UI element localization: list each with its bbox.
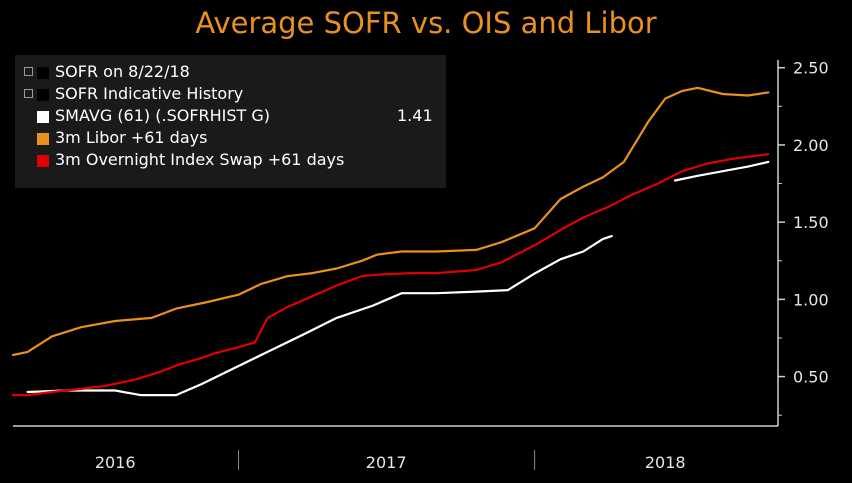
legend-item[interactable]: SOFR Indicative History <box>15 83 446 105</box>
legend-item[interactable]: 3m Overnight Index Swap +61 days <box>15 149 446 171</box>
legend-swatch <box>37 89 49 101</box>
legend-swatch <box>37 111 49 123</box>
legend-toggle-icon[interactable] <box>24 89 33 98</box>
legend-label: 3m Libor +61 days <box>55 128 208 147</box>
chart-series-group <box>11 86 770 397</box>
x-tick-label: 2016 <box>95 453 136 472</box>
chart-axes: 0.50 1.00 1.50 2.00 2.50 2016 2017 2018 <box>13 59 829 472</box>
legend-swatch <box>37 67 49 79</box>
legend-item[interactable]: SOFR on 8/22/18 <box>15 61 446 83</box>
chart-title: Average SOFR vs. OIS and Libor <box>195 6 657 40</box>
series-line-3m-libor-61-days <box>11 86 770 357</box>
x-tick-label: 2018 <box>645 453 686 472</box>
y-tick-label: 2.00 <box>793 136 829 155</box>
legend-toggle-icon[interactable] <box>24 67 33 76</box>
series-line-smavg-61-sofrhist-g <box>26 235 613 397</box>
y-tick-label: 1.00 <box>793 290 829 309</box>
legend-label: 3m Overnight Index Swap +61 days <box>55 150 345 169</box>
y-tick-label: 0.50 <box>793 368 829 387</box>
chart-legend: SOFR on 8/22/18 SOFR Indicative History SM… <box>15 55 446 188</box>
legend-swatch <box>37 155 49 167</box>
legend-value: 1.41 <box>397 106 433 125</box>
legend-item[interactable]: SMAVG (61) (.SOFRHIST G) 1.41 <box>15 105 446 127</box>
x-tick-label: 2017 <box>366 453 407 472</box>
series-line-3m-overnight-index-swap-61-days <box>11 153 770 397</box>
legend-label: SOFR Indicative History <box>55 84 244 103</box>
legend-swatch <box>37 133 49 145</box>
y-tick-label: 2.50 <box>793 59 829 78</box>
legend-label: SMAVG (61) (.SOFRHIST G) <box>55 106 271 125</box>
y-tick-label: 1.50 <box>793 213 829 232</box>
legend-item[interactable]: 3m Libor +61 days <box>15 127 446 149</box>
series-line-smavg-61-sofrhist-g <box>673 160 770 182</box>
legend-label: SOFR on 8/22/18 <box>55 62 190 81</box>
